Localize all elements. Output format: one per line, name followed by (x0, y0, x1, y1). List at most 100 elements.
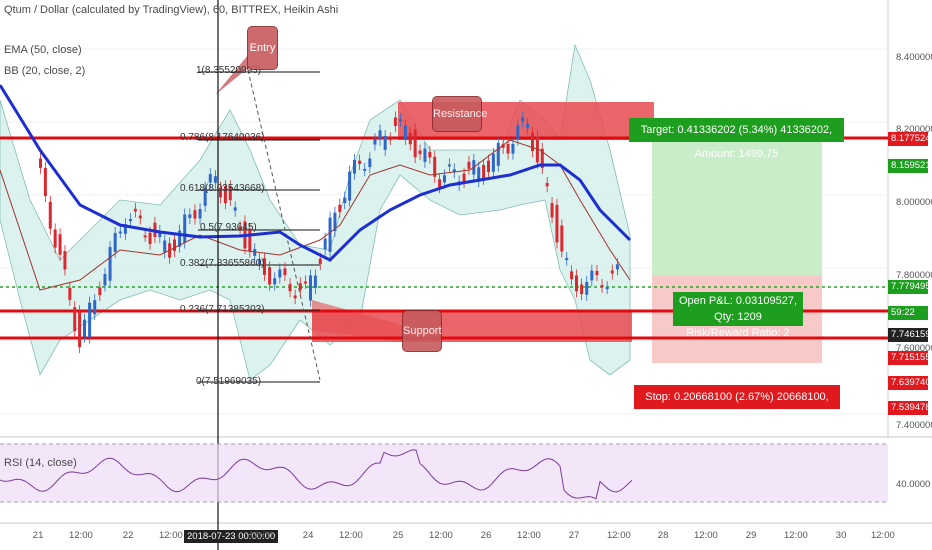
open-pnl-box[interactable]: Open P&L: 0.03109527, Qty: 1209 Risk/Rew… (673, 292, 803, 339)
candle-body (467, 161, 471, 169)
candle-body (531, 132, 534, 152)
candle-body (545, 183, 549, 187)
time-tick-label: 12:00 (784, 530, 808, 541)
candle-body (452, 169, 456, 173)
resistance-callout[interactable]: Resistance (432, 96, 487, 132)
candle-body (198, 209, 202, 219)
candle-body (388, 138, 392, 141)
fib-level-label: 0.618(8.03543668) (180, 183, 265, 194)
fib-level-label: 0.5(7.93645) (200, 222, 257, 233)
candle-body (560, 225, 564, 252)
candle-body (590, 270, 594, 281)
time-tick-label: 12:00 (517, 530, 541, 541)
target-label[interactable]: Target: 0.41336202 (5.34%) 41336202, Amo… (629, 118, 844, 160)
open-pnl-text: Open P&L: 0.03109527, Qty: 1209 (678, 295, 798, 323)
candle-body (418, 150, 422, 155)
price-tick: 7.60000000 (896, 343, 932, 354)
entry-callout[interactable]: Entry (247, 26, 278, 70)
price-tick: 8.20000000 (896, 124, 932, 135)
candle-body (233, 207, 237, 211)
time-tick-label: 29 (745, 530, 757, 541)
candle-body (193, 210, 197, 219)
candle-body (605, 287, 609, 290)
support-callout[interactable]: Support (402, 310, 442, 352)
candle-body (318, 258, 322, 264)
candle-body (278, 269, 282, 278)
candle-body (595, 271, 599, 276)
candle-body (58, 234, 62, 255)
time-tick-label: 28 (657, 530, 669, 541)
time-tick-label: 12:00 (607, 530, 631, 541)
time-tick-label: 12:00 (69, 530, 93, 541)
fib-level-label: 0.786(8.17640036) (180, 132, 265, 143)
candle-body (428, 151, 432, 158)
ema-legend[interactable]: EMA (50, close) (4, 44, 82, 56)
candle-body (268, 267, 272, 285)
stop-label[interactable]: Stop: 0.20668100 (2.67%) 20668100, Amoun… (634, 385, 840, 427)
candle-body (399, 119, 402, 122)
price-tick: 8.40000000 (896, 52, 932, 63)
candle-body (565, 258, 569, 261)
candle-body (383, 135, 387, 150)
candle-body (585, 281, 589, 295)
candle-body (550, 203, 554, 218)
candle-body (83, 319, 86, 337)
time-tick-label: 12:00 (871, 530, 895, 541)
time-tick-label: 25 (392, 530, 404, 541)
candle-body (258, 259, 262, 265)
candle-body (373, 139, 377, 145)
candle-body (501, 144, 505, 148)
candle-body (511, 143, 515, 154)
candle-body (213, 176, 217, 183)
price-tag: 7.53947897 (888, 401, 932, 415)
candle-body (63, 251, 67, 270)
time-tick-label: 12:00 (429, 530, 453, 541)
rsi-band (0, 444, 888, 502)
time-tick-label: 2018-07-23 00:00:00 (184, 530, 279, 543)
candle-body (263, 258, 266, 275)
candle-body (273, 278, 277, 285)
candle-body (188, 214, 192, 219)
time-tick-label: 26 (480, 530, 492, 541)
price-tick: 7.40000000 (896, 420, 932, 431)
candle-body (403, 125, 407, 140)
candle-body (555, 204, 559, 243)
time-tick-label: 12:00 (339, 530, 363, 541)
price-tag: 7.71515501 (888, 351, 932, 365)
candle-body (393, 117, 397, 127)
candle-body (173, 239, 176, 252)
candle-body (309, 275, 312, 301)
price-tag: 7.63974072 (888, 376, 932, 390)
candle-body (43, 167, 47, 197)
candle-body (98, 287, 102, 296)
rsi-legend[interactable]: RSI (14, close) (4, 457, 77, 469)
candle-body (248, 229, 252, 252)
candle-body (423, 148, 427, 162)
candle-body (408, 132, 412, 145)
candle-body (103, 274, 107, 286)
candle-body (163, 240, 167, 253)
candle-body (462, 173, 466, 183)
candle-body (143, 235, 147, 238)
candle-body (477, 167, 481, 182)
candle-body (348, 171, 352, 201)
candle-body (313, 275, 317, 289)
candle-body (223, 186, 227, 204)
fib-level-label: 0(7.51969035) (196, 376, 262, 387)
price-tick: 7.80000000 (896, 270, 932, 281)
candle-body (298, 283, 302, 291)
price-tag: 7.77949524 (888, 280, 932, 294)
candle-body (283, 268, 287, 276)
candle-body (129, 219, 132, 222)
candle-body (208, 174, 212, 183)
candle-body (53, 229, 57, 248)
candle-body (288, 284, 292, 292)
time-tick-label: 12:00 (159, 530, 183, 541)
candle-body (48, 201, 52, 229)
candle-body (482, 164, 486, 179)
time-tick-label: 27 (568, 530, 580, 541)
candle-body (363, 168, 367, 171)
bb-legend[interactable]: BB (20, close, 2) (4, 65, 86, 77)
time-tick-label: 21 (32, 530, 44, 541)
